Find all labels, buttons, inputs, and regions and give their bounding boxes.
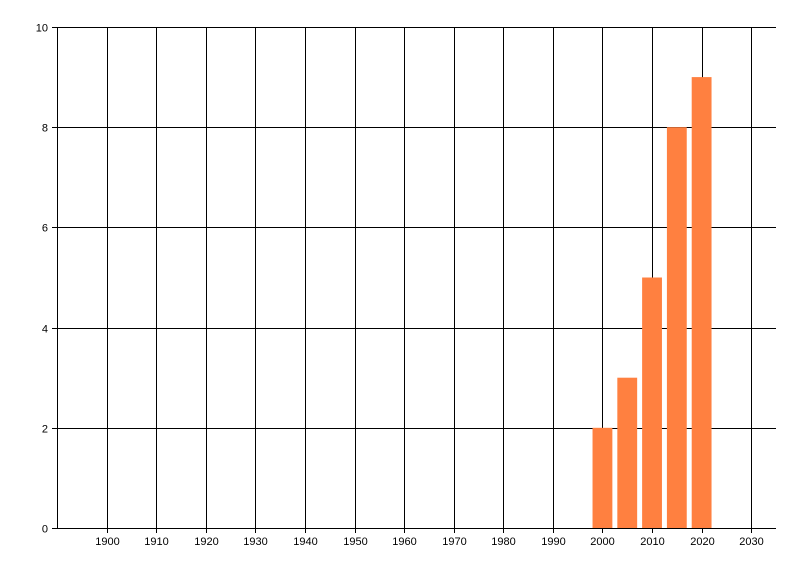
axes: 0 2 4 6 8 10 1900 1910 1920 1930 1940 1950 1960 1970 1… — [36, 23, 776, 548]
x-tick-label: 1920 — [194, 536, 218, 548]
bar-2015 — [666, 127, 687, 528]
x-tick-label: 1950 — [343, 536, 367, 548]
y-tick-label: 10 — [36, 23, 48, 35]
bar-2000 — [592, 427, 613, 528]
y-tick-label: 0 — [42, 524, 48, 536]
bar-2010 — [642, 277, 662, 528]
x-tick-label: 2010 — [640, 536, 664, 548]
y-tick-label: 2 — [42, 424, 48, 436]
x-tick-label: 1960 — [392, 536, 416, 548]
x-tick-label: 1980 — [491, 536, 515, 548]
x-tick-label: 1970 — [442, 536, 466, 548]
y-tick-label: 4 — [42, 324, 48, 336]
bar-2005 — [617, 377, 638, 528]
x-tick-label: 1990 — [541, 536, 565, 548]
y-tick-label: 8 — [42, 123, 48, 135]
x-tick-label: 2030 — [739, 536, 763, 548]
x-tick-label: 1900 — [95, 536, 119, 548]
bars — [592, 77, 712, 528]
x-tick-label: 2000 — [590, 536, 614, 548]
x-tick-label: 1910 — [144, 536, 168, 548]
bar-2020 — [691, 77, 712, 528]
y-tick-label: 6 — [42, 223, 48, 235]
x-tick-label: 2020 — [690, 536, 714, 548]
x-tick-label: 1940 — [293, 536, 317, 548]
x-tick-label: 1930 — [243, 536, 267, 548]
